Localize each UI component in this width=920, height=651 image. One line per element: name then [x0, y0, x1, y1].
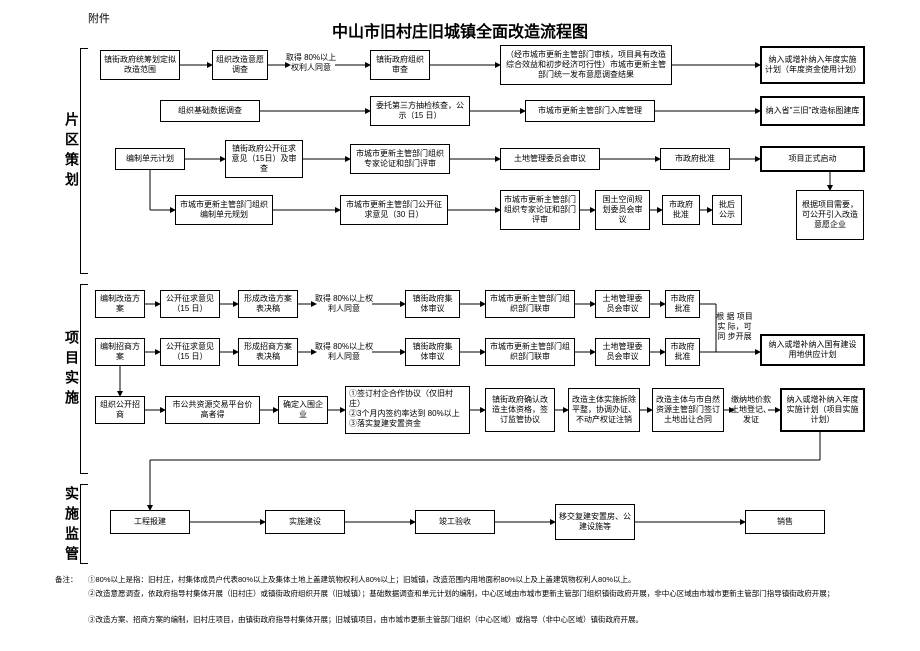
node-unit-plan: 编制单元计划	[115, 148, 185, 170]
node-land-supply-plan: 纳入或增补纳入国有建设用地供应计划	[760, 334, 865, 366]
node-vote-draft-a: 形成改造方案表决稿	[238, 290, 298, 318]
node-publish-result: （经市城市更新主管部门审核，项目具有改造综合效益和初步经济可行性）市城市更新主管…	[500, 45, 672, 85]
node-city-approve-1: 市政府批准	[660, 148, 730, 170]
node-land-comm-b: 土地管理委员会审议	[595, 338, 650, 366]
footnote-3: ③改造方案、招商方案的编制，旧村庄项目，由镇街政府指导村集体开展；旧城镇项目，由…	[88, 614, 888, 625]
footnote-label: 备注：	[55, 574, 78, 585]
node-public-15b: 公开征求意见（15 日）	[160, 338, 220, 366]
node-dept-joint-a: 市城市更新主管部门组织部门联审	[485, 290, 575, 318]
section-label-3: 实施监管	[62, 486, 82, 566]
node-public-15a: 公开征求意见（15 日）	[160, 290, 220, 318]
node-land-committee-1: 土地管理委员会审议	[500, 148, 600, 170]
node-public-comment-15: 镇街政府公开征求意见（15日）及审查	[225, 140, 303, 178]
node-invest-plan: 编制招商方案	[95, 338, 145, 366]
section-label-2: 项目实施	[62, 330, 82, 410]
node-will-survey: 组织改造意愿调查	[212, 50, 268, 80]
node-dept-joint-b: 市城市更新主管部门组织部门联审	[485, 338, 575, 366]
node-construction-apply: 工程报建	[110, 510, 190, 534]
node-handover: 移交复建安置房、公建设施等	[555, 504, 635, 540]
node-town-collective-a: 镇街政府集体审议	[405, 290, 460, 318]
node-unit-planning: 市城市更新主管部门组织编制单元规划	[175, 195, 273, 225]
node-db-mgmt: 市城市更新主管部门入库管理	[525, 100, 655, 122]
node-expert-review-1: 市城市更新主管部门组织专家论证和部门评审	[350, 144, 450, 174]
node-expert-review-2: 市城市更新主管部门组织专家论证和部门评审	[500, 190, 580, 230]
node-invite-enterprise: 根据项目需要，可公开引入改造意愿企业	[796, 190, 864, 240]
node-3rd-party: 委托第三方抽检核查，公示（15 日）	[370, 96, 470, 126]
node-town-review: 镇街政府组织审查	[370, 50, 430, 80]
node-80pct-2: 取得 80%以上权利人同意	[310, 290, 378, 318]
node-land-contract: 改造主体与市自然资源主管部门签订土地出让合同	[652, 388, 724, 432]
section-label-1: 片区策划	[62, 112, 82, 192]
node-public-30: 市城市更新主管部门公开征求意见（30 日）	[340, 195, 448, 225]
node-vote-draft-b: 形成招商方案表决稿	[238, 338, 298, 366]
node-spatial-committee: 国土空间规划委员会审议	[595, 190, 650, 230]
node-post-publish: 批后公示	[712, 195, 742, 225]
node-province-db: 纳入省"三旧"改造标图建库	[760, 96, 865, 126]
node-town-collective-b: 镇街政府集体审议	[405, 338, 460, 366]
node-sync: 根 据 项目 实 际，可 同 步开展	[712, 298, 757, 356]
node-city-approve-b: 市政府批准	[665, 338, 700, 366]
node-accept: 竣工验收	[415, 510, 495, 534]
node-project-start: 项目正式启动	[760, 146, 865, 172]
page-title: 中山市旧村庄旧城镇全面改造流程图	[0, 18, 920, 42]
node-80pct-1: 取得 80%以上权利人同意	[282, 48, 340, 78]
node-annual-plan: 纳入或增补纳入年度实施计划（年度资金使用计划）	[760, 46, 865, 84]
node-scope: 镇街政府统筹划定拟改造范围	[100, 50, 180, 80]
node-pay-land: 缴纳地价款土地登记、发证	[725, 390, 777, 430]
node-shortlist: 确定入围企业	[278, 396, 328, 424]
node-org-invest: 组织公开招商	[95, 396, 145, 424]
node-80pct-3: 取得 80%以上权利人同意	[310, 338, 378, 366]
node-bid-platform: 市公共资源交易平台价高者得	[165, 396, 260, 424]
node-city-approve-2: 市政府批准	[662, 195, 700, 225]
footnote-1: ①80%以上是指：旧村庄，村集体成员户代表80%以上及集体土地上盖建筑物权利人8…	[88, 574, 888, 585]
node-sales: 销售	[745, 510, 825, 534]
node-confirm-subject: 镇街政府确认改造主体资格，签订监管协议	[485, 388, 555, 432]
node-impl-plan: 纳入或增补纳入年度实施计划（项目实施计划）	[780, 388, 865, 432]
node-reform-plan: 编制改造方案	[95, 290, 145, 318]
node-demolish: 改造主体实施拆除平整，协调办证、不动产权证注销	[568, 388, 640, 432]
node-impl-build: 实施建设	[265, 510, 345, 534]
node-base-data: 组织基础数据调查	[160, 100, 260, 122]
footnote-2: ②改造意愿调查，依政府指导村集体开展（旧村庄）或镇街政府组织开展（旧城镇）；基础…	[88, 588, 888, 599]
node-city-approve-a: 市政府批准	[665, 290, 700, 318]
node-conditions: ①签订村企合作协议（仅旧村庄） ②3个月内签约率达到 80%以上 ③落实复建安置…	[345, 386, 470, 434]
node-land-comm-a: 土地管理委员会审议	[595, 290, 650, 318]
